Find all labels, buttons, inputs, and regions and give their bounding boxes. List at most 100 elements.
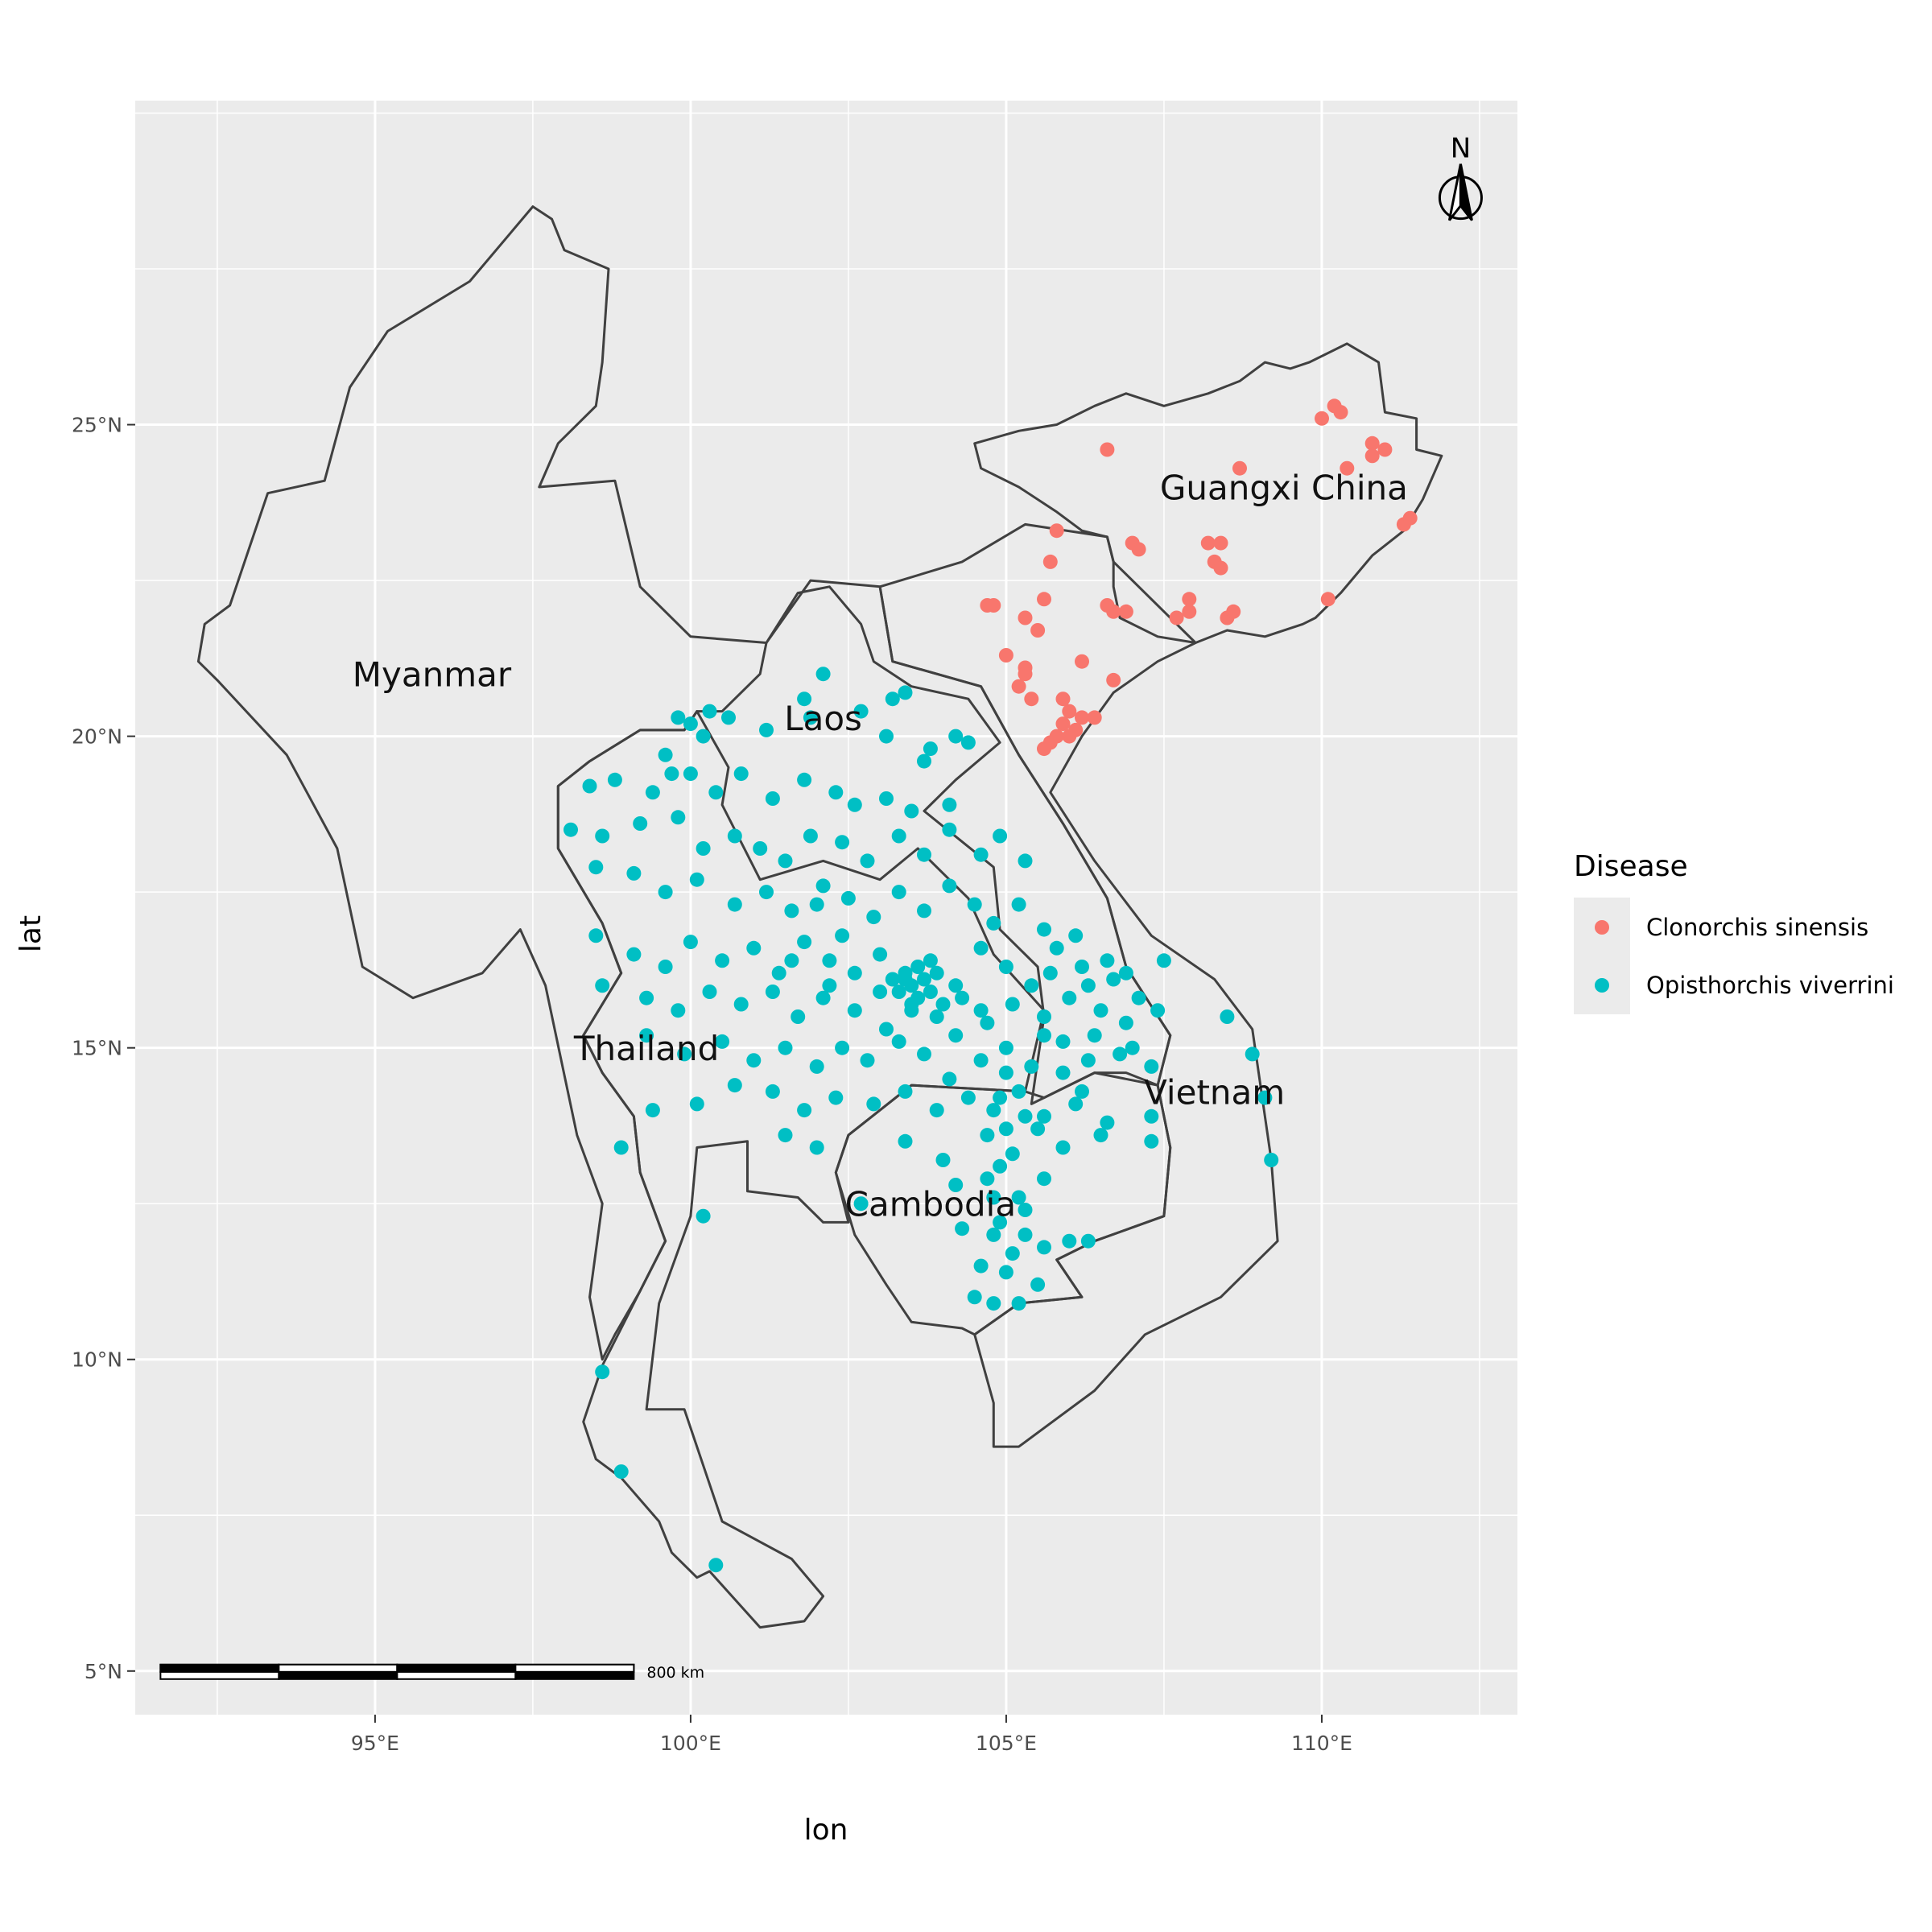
data-point [683, 935, 698, 950]
data-point [1226, 604, 1241, 619]
data-point [582, 778, 597, 794]
data-point [683, 766, 698, 782]
data-point [873, 947, 888, 962]
data-point [1118, 965, 1133, 980]
legend-key-clonorchis [1595, 920, 1609, 935]
data-point [815, 990, 831, 1005]
data-point [986, 1296, 1001, 1311]
data-point [1037, 1171, 1051, 1187]
data-point [1213, 535, 1228, 551]
legend-title: Disease [1574, 850, 1688, 883]
scale-bar-segment [278, 1670, 398, 1680]
data-point [633, 816, 648, 831]
country-label: Cambodia [845, 1185, 1016, 1224]
data-point [955, 990, 970, 1005]
data-point [948, 729, 964, 744]
data-point [746, 940, 762, 956]
data-point [1245, 1046, 1260, 1062]
data-point [791, 1009, 806, 1024]
data-point [1062, 990, 1077, 1005]
data-point [815, 667, 831, 682]
data-point [998, 1065, 1013, 1080]
data-point [671, 1003, 686, 1018]
data-point [1037, 922, 1051, 937]
data-point [1037, 1240, 1051, 1255]
country-label: Vietnam [1144, 1072, 1285, 1112]
data-point [689, 1096, 704, 1112]
data-point [1037, 1028, 1051, 1043]
data-point [759, 885, 774, 900]
data-point [1080, 978, 1096, 993]
data-point [942, 797, 957, 812]
data-point [929, 1103, 944, 1118]
data-point [797, 935, 812, 950]
x-tick-label: 95°E [351, 1732, 399, 1755]
data-point [708, 1558, 724, 1573]
data-point [1377, 442, 1393, 457]
data-point [613, 1464, 629, 1480]
data-point [1144, 1059, 1159, 1074]
x-tick-label: 110°E [1291, 1732, 1352, 1755]
data-point [980, 1171, 995, 1187]
scale-bar-segment [159, 1663, 280, 1673]
data-point [645, 1103, 660, 1118]
data-point [759, 722, 774, 737]
scale-bar-segment [514, 1670, 635, 1680]
legend: Disease Clonorchis sinensis Opisthorchis… [1574, 850, 1894, 1014]
data-point [1118, 1015, 1133, 1030]
data-point [639, 990, 654, 1005]
data-point [942, 878, 957, 894]
data-point [645, 785, 660, 800]
data-point [929, 965, 944, 980]
data-point [733, 766, 749, 782]
data-point [980, 1015, 995, 1030]
data-point [1018, 610, 1033, 625]
data-point [778, 853, 793, 869]
data-point [639, 1028, 654, 1043]
data-point [1315, 411, 1329, 426]
data-point [980, 1128, 995, 1143]
country-borders [196, 205, 1443, 1629]
x-tick-label: 100°E [660, 1732, 721, 1755]
data-point [948, 1178, 964, 1192]
data-point [986, 1227, 1001, 1242]
scale-bar-segment [396, 1670, 517, 1680]
legend-key-opisthorchis [1595, 978, 1609, 993]
data-point [797, 1103, 812, 1118]
data-point [1075, 960, 1089, 974]
data-point [1075, 710, 1089, 725]
data-point [683, 716, 698, 732]
data-point [860, 853, 875, 869]
data-point [595, 978, 610, 993]
data-point [626, 947, 642, 962]
data-point [677, 1046, 692, 1062]
data-point [904, 1003, 919, 1018]
data-point [898, 965, 913, 980]
data-point [822, 978, 837, 993]
data-point [1055, 1034, 1071, 1049]
data-point [564, 822, 578, 837]
legend-keys-background [1574, 898, 1630, 1014]
scale-bar-segment [159, 1670, 280, 1680]
data-point [1011, 897, 1026, 912]
data-point [588, 928, 604, 943]
data-point [1087, 710, 1102, 725]
data-point [1106, 604, 1121, 619]
north-arrow-icon: N [1438, 133, 1483, 221]
data-point [727, 897, 742, 912]
data-point [1200, 535, 1216, 551]
data-point [588, 860, 604, 875]
data-point [891, 985, 906, 999]
data-point [727, 828, 742, 844]
data-point [1093, 1003, 1108, 1018]
data-point [917, 1046, 931, 1062]
data-point [1232, 460, 1247, 476]
data-point [1018, 667, 1033, 682]
data-point [917, 972, 931, 987]
data-point [1093, 1128, 1108, 1143]
data-point [727, 1078, 742, 1093]
data-point [993, 1090, 1008, 1105]
data-point [967, 1290, 982, 1305]
data-point [1100, 953, 1115, 968]
data-point [1068, 1096, 1084, 1112]
